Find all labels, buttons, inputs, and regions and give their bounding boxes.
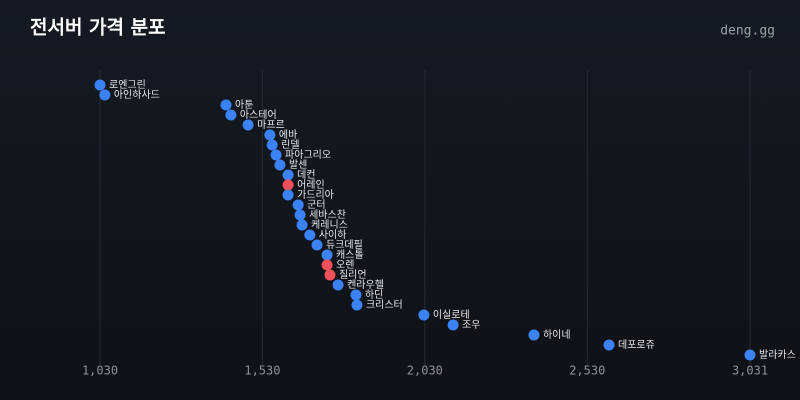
point-label: 발라카스	[759, 349, 796, 361]
point-label: 아스테어	[240, 109, 277, 121]
point	[296, 219, 308, 231]
point-label: 세바스찬	[309, 209, 346, 221]
x-tick-label: 2,030	[407, 364, 443, 378]
point-label: 로엔그린	[109, 79, 146, 91]
x-tick-label: 1,530	[244, 364, 280, 378]
point-label: 데컨	[297, 169, 315, 181]
point	[304, 229, 316, 241]
point-label: 조우	[462, 319, 480, 331]
point	[324, 269, 336, 281]
point-label: 케레니스	[311, 219, 348, 231]
point-label: 파아그리오	[285, 149, 331, 161]
point-label: 하이네	[543, 328, 571, 341]
point	[282, 179, 294, 191]
point	[225, 109, 237, 121]
point-label: 듀크데필	[326, 239, 363, 251]
point	[266, 139, 278, 151]
point-label: 아툰	[235, 99, 253, 111]
point	[311, 239, 323, 251]
point	[321, 249, 333, 261]
point	[603, 339, 615, 351]
point	[282, 189, 294, 201]
point	[351, 299, 363, 311]
point	[274, 159, 286, 171]
point	[350, 289, 362, 301]
point-label: 가드리아	[297, 189, 334, 201]
point-label: 마프르	[257, 119, 285, 131]
point-label: 발센	[289, 159, 307, 171]
point-label: 오렌	[336, 259, 354, 271]
point-label: 켄라우헬	[347, 279, 384, 291]
point-label: 군터	[307, 199, 325, 211]
point	[242, 119, 254, 131]
point	[220, 99, 232, 111]
point-label: 린델	[281, 139, 299, 151]
x-tick-label: 2,530	[569, 364, 605, 378]
point	[321, 259, 333, 271]
point	[264, 129, 276, 141]
point-label: 어레인	[297, 179, 325, 191]
point	[94, 79, 106, 91]
point	[99, 89, 111, 101]
point	[447, 319, 459, 331]
point	[332, 279, 344, 291]
brand: deng.gg	[720, 24, 775, 39]
point-label: 질리언	[339, 269, 367, 281]
point	[270, 149, 282, 161]
point	[292, 199, 304, 211]
point-label: 이실로테	[433, 309, 470, 321]
point-label: 아인하사드	[114, 88, 160, 101]
point	[528, 329, 540, 341]
point	[294, 209, 306, 221]
point-label: 하딘	[365, 288, 383, 301]
x-tick-label: 3,031	[732, 364, 768, 378]
chart-title: 전서버 가격 분포	[30, 17, 166, 39]
point-label: 크리스터	[366, 299, 403, 311]
point-label: 에바	[279, 129, 297, 141]
x-tick-label: 1,030	[82, 364, 118, 378]
point-label: 데포로쥬	[618, 339, 655, 351]
point-label: 사이하	[319, 228, 347, 241]
point	[744, 349, 756, 361]
point	[282, 169, 294, 181]
point	[418, 309, 430, 321]
point-label: 캐스톨	[336, 249, 364, 261]
